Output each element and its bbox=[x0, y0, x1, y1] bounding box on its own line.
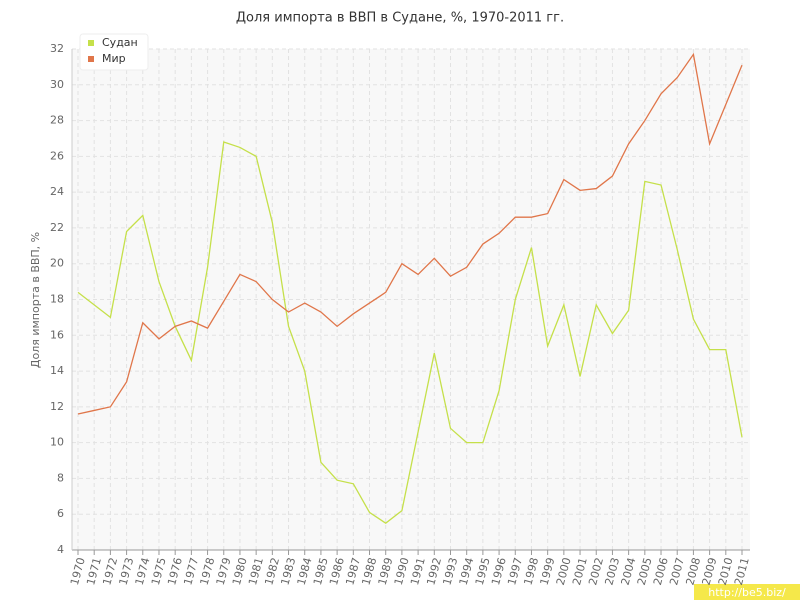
y-tick-label: 22 bbox=[50, 221, 64, 234]
legend-swatch bbox=[88, 40, 94, 46]
y-tick-label: 4 bbox=[57, 543, 64, 556]
y-tick-label: 16 bbox=[50, 328, 64, 341]
legend-box bbox=[79, 33, 149, 71]
legend-label: Судан bbox=[102, 36, 138, 49]
watermark: http://be5.biz/ bbox=[708, 586, 786, 599]
y-tick-label: 26 bbox=[50, 149, 64, 162]
y-tick-label: 32 bbox=[50, 42, 64, 55]
y-tick-label: 18 bbox=[50, 293, 64, 306]
y-tick-label: 14 bbox=[50, 364, 64, 377]
legend-swatch bbox=[88, 56, 94, 62]
watermark-bg bbox=[694, 584, 800, 600]
y-tick-label: 10 bbox=[50, 436, 64, 449]
y-tick-label: 28 bbox=[50, 114, 64, 127]
y-tick-label: 30 bbox=[50, 78, 64, 91]
series-line bbox=[77, 52, 743, 415]
series-line bbox=[77, 141, 743, 524]
y-tick-label: 12 bbox=[50, 400, 64, 413]
y-tick-label: 6 bbox=[57, 507, 64, 520]
y-axis-label: Доля импорта в ВВП, % bbox=[29, 232, 42, 368]
y-tick-label: 8 bbox=[57, 471, 64, 484]
chart-title: Доля импорта в ВВП в Судане, %, 1970-201… bbox=[236, 11, 564, 26]
legend-label: Мир bbox=[102, 52, 126, 65]
y-tick-label: 20 bbox=[50, 257, 64, 270]
y-tick-label: 24 bbox=[50, 185, 64, 198]
